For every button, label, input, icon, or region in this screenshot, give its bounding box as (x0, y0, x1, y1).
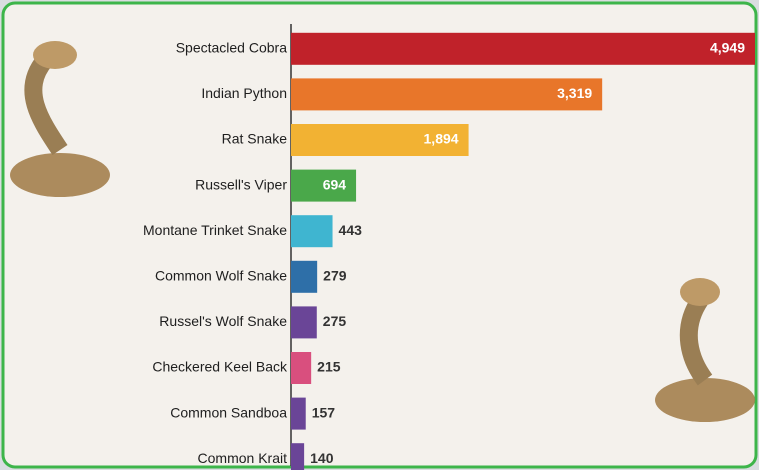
category-label: Montane Trinket Snake (143, 222, 287, 238)
bar (291, 215, 333, 248)
bar (291, 78, 603, 111)
bar (291, 32, 755, 65)
category-label: Common Krait (198, 450, 288, 466)
category-label: Rat Snake (222, 131, 288, 147)
category-label: Spectacled Cobra (176, 40, 288, 56)
value-label: 215 (317, 359, 341, 375)
bar (291, 306, 317, 339)
category-label: Russell's Viper (195, 176, 287, 192)
value-label: 443 (339, 222, 363, 238)
bar (291, 397, 306, 430)
value-label: 275 (323, 313, 347, 329)
bar (291, 169, 357, 202)
category-label: Russel's Wolf Snake (159, 313, 287, 329)
bar (291, 124, 469, 156)
value-label: 4,949 (710, 40, 745, 56)
value-label: 1,894 (424, 131, 459, 147)
bar (291, 352, 312, 384)
value-label: 279 (323, 268, 347, 284)
category-label: Indian Python (201, 85, 287, 101)
bar (291, 443, 305, 470)
category-label: Common Wolf Snake (155, 268, 287, 284)
bar (291, 260, 318, 293)
category-label: Checkered Keel Back (152, 359, 288, 375)
value-label: 157 (312, 404, 336, 420)
value-label: 3,319 (557, 85, 592, 101)
category-label: Common Sandboa (170, 404, 287, 420)
snake-illustration (10, 41, 755, 422)
value-label: 140 (310, 450, 334, 466)
value-label: 694 (323, 176, 347, 192)
